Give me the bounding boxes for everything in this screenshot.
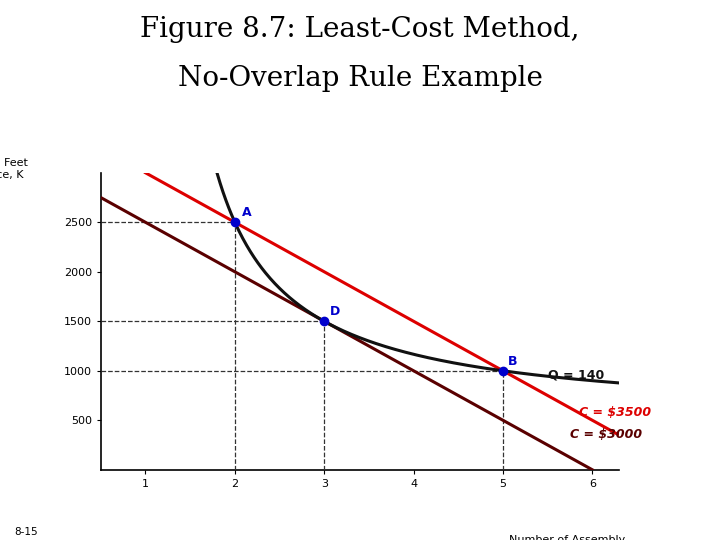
Text: Number of Assembly
Workers, L: Number of Assembly Workers, L [509,535,626,540]
Text: Figure 8.7: Least-Cost Method,: Figure 8.7: Least-Cost Method, [140,16,580,43]
Text: 8-15: 8-15 [14,526,38,537]
Text: Square Feet
of Space, K: Square Feet of Space, K [0,158,27,179]
Text: Q = 140: Q = 140 [548,368,604,381]
Text: C = $3000: C = $3000 [570,428,642,441]
Text: B: B [508,355,518,368]
Text: No-Overlap Rule Example: No-Overlap Rule Example [178,65,542,92]
Text: C = $3500: C = $3500 [579,406,651,419]
Text: A: A [242,206,252,219]
Text: D: D [330,305,340,319]
